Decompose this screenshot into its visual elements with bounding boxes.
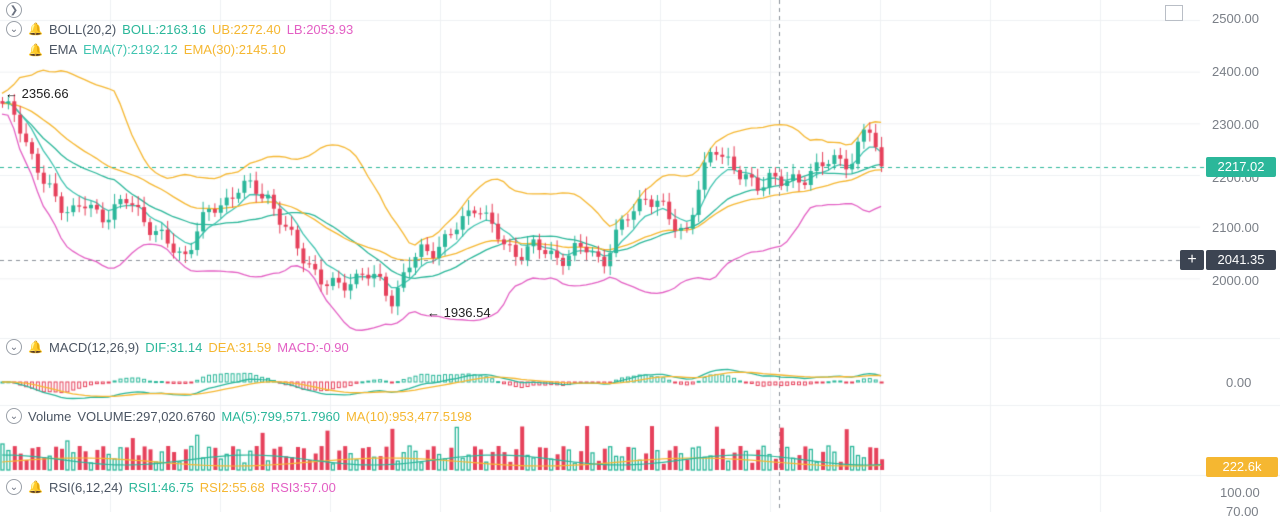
volume-legend: ⌄ Volume VOLUME:297,020.6760 MA(5):799,5… xyxy=(6,408,478,424)
bell-icon[interactable]: 🔔 xyxy=(28,340,43,354)
rsi-legend: ⌄ 🔔 RSI(6,12,24) RSI1:46.75 RSI2:55.68 R… xyxy=(6,479,342,495)
boll-legend: ⌄ 🔔 BOLL(20,2) BOLL:2163.16 UB:2272.40 L… xyxy=(6,21,359,37)
macd-dea: DEA:31.59 xyxy=(208,339,272,355)
bell-icon[interactable]: 🔔 xyxy=(28,42,43,57)
price-axis-tick: 2500.00 xyxy=(1212,11,1259,26)
ema-name: EMA xyxy=(48,42,78,57)
fullscreen-icon[interactable] xyxy=(1165,5,1183,21)
ema7-value: EMA(7):2192.12 xyxy=(83,42,178,57)
ema-legend: 🔔 EMA EMA(7):2192.12 EMA(30):2145.10 xyxy=(28,42,292,57)
macd-axis-zero: 0.00 xyxy=(1226,375,1252,390)
ema30-value: EMA(30):2145.10 xyxy=(183,42,286,57)
rsi3-value: RSI3:57.00 xyxy=(270,479,336,495)
price-axis-tick: 2300.00 xyxy=(1212,117,1259,132)
volume-ma5: MA(5):799,571.7960 xyxy=(221,408,340,424)
rsi2-value: RSI2:55.68 xyxy=(199,479,265,495)
boll-ub: UB:2272.40 xyxy=(212,21,281,37)
chevron-down-icon[interactable]: ⌄ xyxy=(6,339,22,355)
boll-name: BOLL(20,2) xyxy=(48,21,117,37)
bell-icon[interactable]: 🔔 xyxy=(28,22,43,36)
rsi-name: RSI(6,12,24) xyxy=(48,479,123,495)
price-axis-tick: 2400.00 xyxy=(1212,64,1259,79)
macd-name: MACD(12,26,9) xyxy=(48,339,140,355)
add-alert-icon[interactable]: + xyxy=(1180,250,1204,270)
last-price-tag: 2217.02 xyxy=(1206,157,1276,177)
macd-value: MACD:-0.90 xyxy=(277,339,349,355)
volume-ma10: MA(10):953,477.5198 xyxy=(345,408,472,424)
price-axis-tick: 2000.00 xyxy=(1212,273,1259,288)
bell-icon[interactable]: 🔔 xyxy=(28,480,43,494)
chevron-right-icon[interactable]: ❯ xyxy=(6,2,22,18)
macd-legend: ⌄ 🔔 MACD(12,26,9) DIF:31.14 DEA:31.59 MA… xyxy=(6,339,355,355)
low-price-marker: ← 1936.54 xyxy=(427,305,491,320)
volume-name: Volume xyxy=(28,408,72,424)
high-price-marker: ← 2356.66 xyxy=(5,86,69,101)
boll-lb: LB:2053.93 xyxy=(286,21,354,37)
chevron-down-icon[interactable]: ⌄ xyxy=(6,479,22,495)
boll-mid: BOLL:2163.16 xyxy=(122,21,207,37)
chevron-down-icon[interactable]: ⌄ xyxy=(6,21,22,37)
rsi1-value: RSI1:46.75 xyxy=(128,479,194,495)
chevron-down-icon[interactable]: ⌄ xyxy=(6,408,22,424)
volume-value: VOLUME:297,020.6760 xyxy=(77,408,216,424)
rsi-axis-100: 100.00 xyxy=(1220,485,1260,500)
volume-tag: 222.6k xyxy=(1206,457,1278,477)
price-axis-tick: 2100.00 xyxy=(1212,220,1259,235)
crosshair-price-tag: 2041.35 xyxy=(1206,250,1276,270)
macd-dif: DIF:31.14 xyxy=(145,339,203,355)
scroll-control[interactable]: ❯ xyxy=(6,2,28,18)
